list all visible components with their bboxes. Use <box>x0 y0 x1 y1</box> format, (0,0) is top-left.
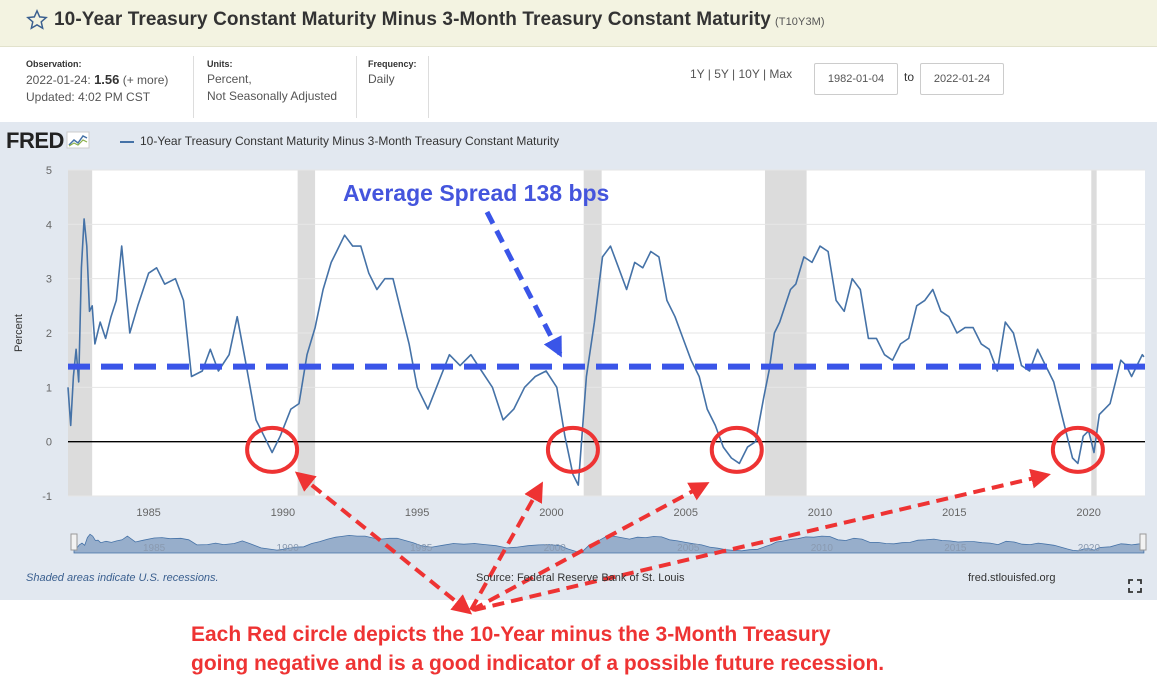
frequency-value: Daily <box>368 72 395 86</box>
navigator-tick-label: 2005 <box>677 543 700 554</box>
red-arrow-2000 <box>469 481 543 611</box>
observation-block: Observation: 2022-01-24: 1.56 (+ more) U… <box>26 58 168 106</box>
frequency-block: Frequency: Daily <box>368 58 417 88</box>
legend-label: 10-Year Treasury Constant Maturity Minus… <box>140 134 560 148</box>
note-line-2: going negative and is a good indicator o… <box>191 652 885 675</box>
recession-note: Shaded areas indicate U.S. recessions. <box>26 572 219 584</box>
series-title: 10-Year Treasury Constant Maturity Minus… <box>54 9 771 30</box>
meta-divider <box>356 56 357 118</box>
y-tick-label: 2 <box>46 328 52 340</box>
x-tick-label: 2015 <box>942 507 966 519</box>
units-block: Units: Percent, Not Seasonally Adjusted <box>207 58 337 105</box>
y-tick-label: 0 <box>46 437 52 449</box>
navigator-handle-left[interactable] <box>70 533 78 551</box>
inversion-circle <box>709 425 764 474</box>
inversion-circles <box>245 425 1105 474</box>
expand-icon[interactable] <box>1128 579 1142 593</box>
page-title: 10-Year Treasury Constant Maturity Minus… <box>54 9 825 31</box>
blue-annotation-arrow <box>484 210 563 358</box>
meta-divider <box>428 56 429 118</box>
y-tick-label: 1 <box>46 382 52 394</box>
note-line-1: Each Red circle depicts the 10-Year minu… <box>191 623 831 646</box>
inversion-circle <box>1050 425 1105 474</box>
x-tick-label: 2020 <box>1076 507 1100 519</box>
chart-legend: 10-Year Treasury Constant Maturity Minus… <box>120 134 559 148</box>
navigator-handle-right[interactable] <box>1139 533 1147 551</box>
units-label: Units: <box>207 59 233 69</box>
red-arrow-2006 <box>471 482 710 612</box>
inversion-circle <box>245 425 300 474</box>
fred-logo: FRED <box>6 128 90 154</box>
fred-logo-text: FRED <box>6 128 64 153</box>
units-line2: Not Seasonally Adjusted <box>207 89 338 103</box>
y-tick-label: 5 <box>46 165 52 177</box>
series-line <box>67 218 1145 486</box>
x-tick-label: 2005 <box>673 507 697 519</box>
observation-date: 2022-01-24: <box>26 73 91 87</box>
x-tick-label: 2000 <box>539 507 563 519</box>
legend-swatch <box>120 140 134 143</box>
x-axis-ticks: 1985 1990 1995 2000 2005 2010 2015 2020 <box>136 507 1101 519</box>
navigator-tick-label: 2000 <box>544 543 567 554</box>
navigator-tick-label: 1985 <box>143 543 166 554</box>
frequency-label: Frequency: <box>368 59 417 69</box>
navigator-tick-label: 2015 <box>944 543 967 554</box>
start-date-input[interactable]: 1982-01-04 <box>814 63 898 95</box>
updated-text: Updated: 4:02 PM CST <box>26 90 151 104</box>
x-tick-label: 1990 <box>271 507 295 519</box>
y-tick-label: 4 <box>46 219 52 231</box>
red-arrow-2019 <box>473 468 1051 612</box>
end-date-input[interactable]: 2022-01-24 <box>920 63 1004 95</box>
meta-divider <box>193 56 194 118</box>
navigator-tick-label: 1990 <box>277 543 300 554</box>
red-annotation-arrows <box>294 468 1051 615</box>
fred-graph-icon <box>66 131 90 149</box>
inversion-circle <box>545 425 600 474</box>
y-axis-label: Percent <box>13 314 25 352</box>
navigator-tick-label: 2010 <box>811 543 834 554</box>
y-tick-label: 3 <box>46 274 52 286</box>
observation-value: 1.56 <box>94 72 120 87</box>
observation-label: Observation: <box>26 59 82 69</box>
source-note: Source: Federal Reserve Bank of St. Loui… <box>476 572 685 584</box>
navigator-tick-label: 2020 <box>1078 543 1101 554</box>
average-spread-label: Average Spread 138 bps <box>343 180 610 206</box>
y-tick-label: -1 <box>42 491 52 503</box>
navigator-tick-label: 1995 <box>410 543 433 554</box>
x-tick-label: 1995 <box>405 507 429 519</box>
to-label: to <box>904 70 915 84</box>
star-icon[interactable] <box>26 9 48 31</box>
x-tick-label: 1985 <box>136 507 160 519</box>
more-observations-link[interactable]: (+ more) <box>122 73 169 87</box>
series-code: (T10Y3M) <box>774 16 825 28</box>
title-bar: 10-Year Treasury Constant Maturity Minus… <box>0 0 1157 47</box>
units-line1: Percent, <box>207 72 252 86</box>
x-tick-label: 2010 <box>808 507 832 519</box>
y-axis-ticks: -1 0 1 2 3 4 5 <box>42 165 52 503</box>
range-links[interactable]: 1Y | 5Y | 10Y | Max <box>690 67 793 81</box>
fred-site-link[interactable]: fred.stlouisfed.org <box>968 572 1056 584</box>
